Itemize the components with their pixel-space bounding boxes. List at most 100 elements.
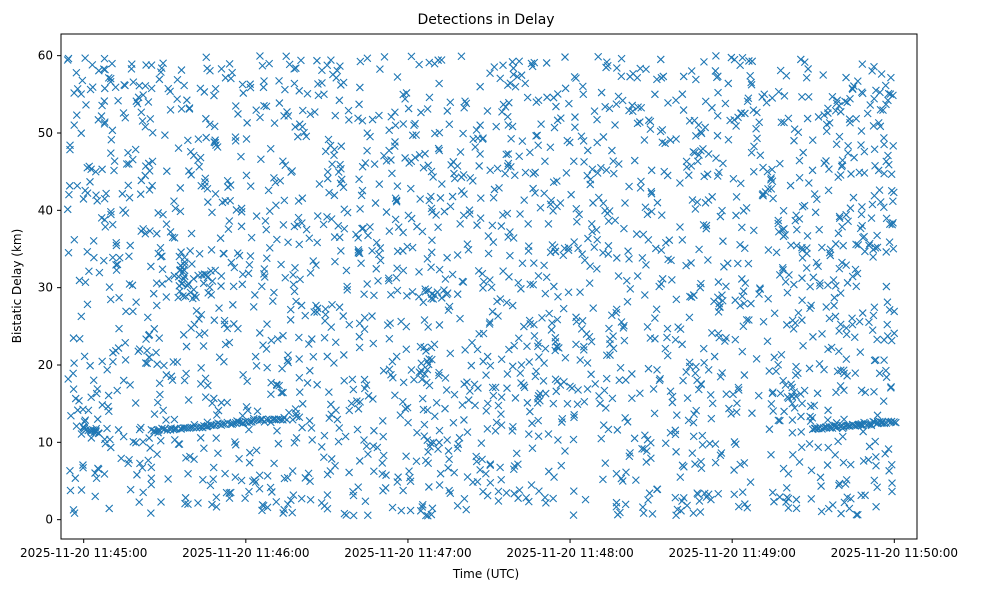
detection-point xyxy=(743,97,752,106)
detection-point xyxy=(608,146,616,155)
detection-point xyxy=(412,131,421,139)
detection-point xyxy=(700,58,708,66)
detection-point xyxy=(489,391,498,400)
detection-point xyxy=(386,290,395,299)
detection-point xyxy=(155,334,164,342)
detection-point xyxy=(339,183,348,192)
detection-point xyxy=(589,304,598,312)
detection-point xyxy=(667,275,676,284)
detection-point xyxy=(243,377,252,386)
detection-point xyxy=(253,407,262,416)
detection-point xyxy=(144,98,153,106)
detection-point xyxy=(551,337,560,346)
detection-point xyxy=(456,219,465,228)
detection-point xyxy=(532,98,541,107)
detection-point xyxy=(701,97,710,106)
detection-point xyxy=(622,276,631,285)
detection-point xyxy=(119,376,128,385)
detection-point xyxy=(356,204,364,213)
detection-point xyxy=(102,189,111,198)
detection-point xyxy=(509,64,518,73)
detection-point xyxy=(223,398,232,407)
detection-point xyxy=(624,247,632,256)
detection-point xyxy=(283,415,291,424)
detection-point xyxy=(450,169,458,178)
detection-point xyxy=(72,111,81,119)
detection-point xyxy=(807,301,816,310)
detection-point xyxy=(835,479,844,488)
detection-point xyxy=(273,335,282,343)
detection-point xyxy=(323,491,332,499)
detection-point xyxy=(424,161,433,170)
detection-point xyxy=(858,202,866,211)
detection-point xyxy=(883,298,892,307)
detection-point xyxy=(456,314,464,323)
detection-point xyxy=(690,148,699,157)
detection-point xyxy=(882,282,891,291)
detection-point xyxy=(258,61,267,70)
detection-point xyxy=(704,490,713,499)
detection-point xyxy=(824,345,832,354)
detection-point xyxy=(666,387,675,396)
detection-point xyxy=(274,439,283,448)
detection-point xyxy=(823,461,832,469)
detection-point xyxy=(845,504,854,513)
detection-point xyxy=(340,509,349,518)
detection-point xyxy=(764,246,773,254)
detection-point xyxy=(691,75,700,84)
detection-point xyxy=(626,72,634,81)
detection-point xyxy=(147,84,156,93)
detection-point xyxy=(585,279,594,288)
detection-point xyxy=(779,464,788,473)
detection-point xyxy=(242,171,251,180)
detection-point xyxy=(614,160,623,168)
detection-point xyxy=(713,293,722,302)
detection-point xyxy=(663,351,672,360)
detection-point xyxy=(81,278,90,287)
detection-point xyxy=(800,58,809,66)
detection-point xyxy=(780,91,789,100)
detection-point xyxy=(880,336,889,344)
detection-point xyxy=(461,345,470,354)
detection-point xyxy=(744,94,753,103)
detection-point xyxy=(779,206,788,215)
detection-point xyxy=(343,282,352,291)
detection-point xyxy=(77,90,86,98)
detection-point xyxy=(798,316,806,325)
detection-point xyxy=(502,298,511,307)
detection-point xyxy=(494,401,503,410)
detection-point xyxy=(856,348,865,357)
detection-point xyxy=(737,275,746,283)
detection-point xyxy=(855,168,864,177)
detection-point xyxy=(430,340,439,349)
detection-point xyxy=(65,181,74,190)
detection-point xyxy=(252,361,261,370)
detection-point xyxy=(714,88,722,97)
detection-point xyxy=(425,93,434,102)
detection-point xyxy=(889,244,898,253)
detection-point xyxy=(245,448,254,457)
detection-point xyxy=(691,132,700,140)
detection-point xyxy=(873,483,882,492)
detection-point xyxy=(159,406,168,415)
detection-point xyxy=(202,53,211,62)
detection-point xyxy=(683,394,692,403)
detection-point xyxy=(113,386,122,395)
detection-point xyxy=(503,384,511,393)
detection-point xyxy=(67,411,75,420)
detection-point xyxy=(879,397,888,406)
detection-point xyxy=(177,248,185,257)
detection-point xyxy=(693,489,702,497)
detection-point xyxy=(599,199,608,208)
detection-point xyxy=(784,504,793,512)
detection-point xyxy=(840,369,848,378)
detection-point xyxy=(419,163,428,172)
detection-point xyxy=(848,85,857,94)
detection-point xyxy=(526,148,534,157)
detection-point xyxy=(808,414,817,422)
detection-point xyxy=(214,406,223,415)
detection-point xyxy=(332,406,340,415)
detection-point xyxy=(385,334,394,343)
detection-point xyxy=(775,493,784,501)
detection-point xyxy=(92,191,100,200)
